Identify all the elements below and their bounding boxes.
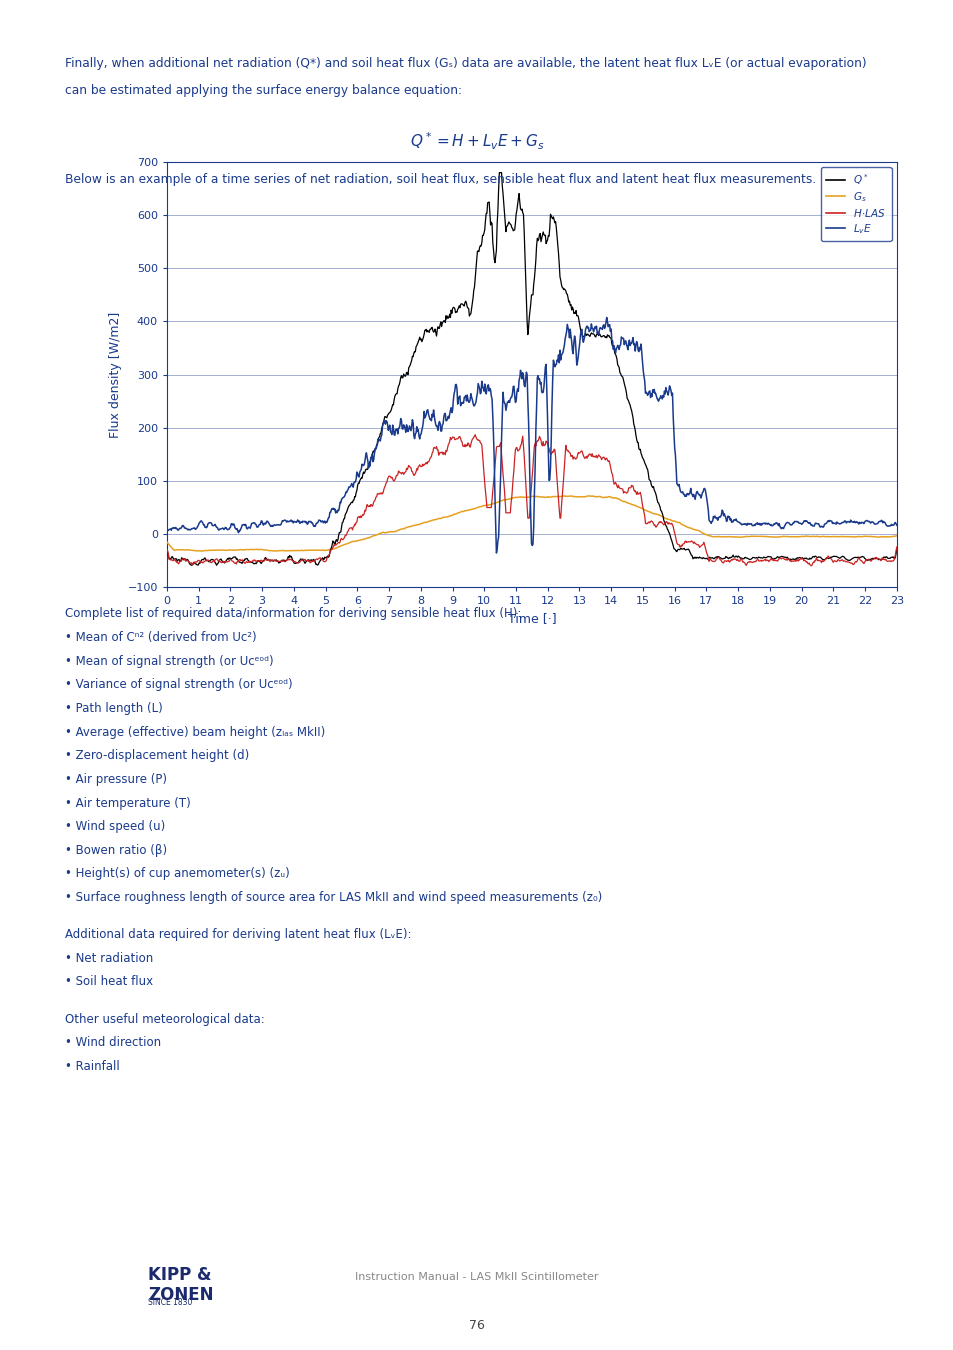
Text: Complete list of required data/information for deriving sensible heat flux (H):: Complete list of required data/informati… (65, 608, 520, 621)
Text: • Variance of signal strength (or Uᴄᵉᵒᵈ): • Variance of signal strength (or Uᴄᵉᵒᵈ) (65, 678, 293, 691)
Text: • Net radiation: • Net radiation (65, 952, 153, 965)
Text: • Path length (L): • Path length (L) (65, 702, 162, 716)
Text: • Wind direction: • Wind direction (65, 1037, 161, 1049)
Text: SINCE 1830: SINCE 1830 (148, 1297, 193, 1307)
Text: 76: 76 (469, 1319, 484, 1332)
Text: • Zero-displacement height (d): • Zero-displacement height (d) (65, 749, 249, 763)
Text: • Air pressure (P): • Air pressure (P) (65, 772, 167, 786)
Text: KIPP &: KIPP & (148, 1266, 212, 1284)
Text: • Average (effective) beam height (zₗₐₛ MkII): • Average (effective) beam height (zₗₐₛ … (65, 725, 325, 738)
Text: • Mean of Cⁿ² (derived from Uᴄ²): • Mean of Cⁿ² (derived from Uᴄ²) (65, 630, 256, 644)
Legend: $Q^*$, $G_s$, $H\!\cdot\!LAS$, $L_v E$: $Q^*$, $G_s$, $H\!\cdot\!LAS$, $L_v E$ (821, 167, 891, 242)
Text: • Bowen ratio (β): • Bowen ratio (β) (65, 844, 167, 857)
Text: Finally, when additional net radiation (Q*) and soil heat flux (Gₛ) data are ava: Finally, when additional net radiation (… (65, 57, 865, 70)
Text: • Surface roughness length of source area for LAS MkII and wind speed measuremen: • Surface roughness length of source are… (65, 891, 601, 904)
Text: ZONEN: ZONEN (148, 1287, 213, 1304)
Text: • Air temperature (T): • Air temperature (T) (65, 796, 191, 810)
Text: • Soil heat flux: • Soil heat flux (65, 976, 152, 988)
Text: • Rainfall: • Rainfall (65, 1060, 119, 1073)
Text: can be estimated applying the surface energy balance equation:: can be estimated applying the surface en… (65, 84, 461, 97)
Text: Additional data required for deriving latent heat flux (LᵥE):: Additional data required for deriving la… (65, 929, 411, 941)
X-axis label: Time [·]: Time [·] (507, 612, 556, 625)
Text: $Q^* = H + L_v E + G_s$: $Q^* = H + L_v E + G_s$ (409, 131, 544, 153)
Y-axis label: Flux density [W/m2]: Flux density [W/m2] (109, 312, 122, 437)
Text: • Mean of signal strength (or Uᴄᵉᵒᵈ): • Mean of signal strength (or Uᴄᵉᵒᵈ) (65, 655, 274, 668)
Text: • Wind speed (u): • Wind speed (u) (65, 821, 165, 833)
Text: Other useful meteorological data:: Other useful meteorological data: (65, 1012, 264, 1026)
Text: • Height(s) of cup anemometer(s) (zᵤ): • Height(s) of cup anemometer(s) (zᵤ) (65, 868, 290, 880)
Text: Below is an example of a time series of net radiation, soil heat flux, sensible : Below is an example of a time series of … (65, 173, 815, 186)
Text: Instruction Manual - LAS MkII Scintillometer: Instruction Manual - LAS MkII Scintillom… (355, 1272, 598, 1282)
